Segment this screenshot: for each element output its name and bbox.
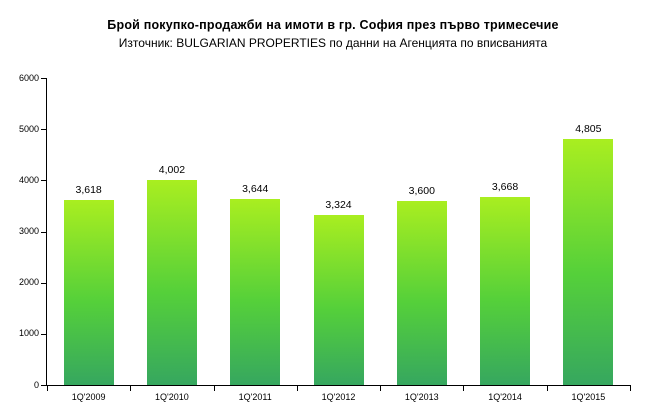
x-axis-category-label: 1Q'2009 bbox=[71, 392, 106, 402]
x-axis-tick bbox=[296, 385, 298, 391]
plot-area: 0 1000 2000 3000 4000 5000 6000 3,618 1Q'2009 4,0… bbox=[19, 73, 631, 402]
y-axis-tick bbox=[41, 333, 47, 335]
x-axis-category-label: 1Q'2015 bbox=[571, 392, 606, 402]
x-axis-category-label: 1Q'2010 bbox=[155, 392, 189, 402]
x-axis-tick bbox=[47, 385, 48, 391]
y-axis-tick bbox=[41, 282, 47, 284]
bar bbox=[146, 180, 197, 385]
bar-value-label: 3,324 bbox=[325, 198, 352, 211]
bar-value-label: 3,600 bbox=[408, 184, 435, 197]
chart-title: Брой покупко-продажби на имоти в гр. Соф… bbox=[107, 18, 559, 32]
x-axis-tick bbox=[463, 385, 465, 391]
x-axis-tick bbox=[213, 385, 215, 391]
chart-subtitle: Източник: BULGARIAN PROPERTIES по данни … bbox=[118, 36, 548, 50]
x-axis-tick bbox=[630, 385, 631, 391]
x-axis-category-label: 1Q'2013 bbox=[404, 392, 439, 402]
y-axis-tick bbox=[41, 129, 47, 131]
bar-value-label: 3,644 bbox=[242, 182, 269, 195]
x-axis-tick bbox=[130, 385, 132, 391]
bar bbox=[396, 200, 447, 385]
x-axis-category-label: 1Q'2012 bbox=[321, 392, 356, 402]
y-axis-tick-label: 4000 bbox=[18, 174, 39, 185]
bar bbox=[563, 139, 614, 385]
bar bbox=[480, 197, 531, 385]
bar-value-label: 4,805 bbox=[575, 123, 602, 136]
bar bbox=[313, 214, 364, 385]
x-axis-tick bbox=[380, 385, 382, 391]
x-axis-category-label: 1Q'2011 bbox=[238, 392, 272, 402]
bar-value-label: 4,002 bbox=[158, 164, 186, 177]
y-axis-tick-label: 2000 bbox=[18, 277, 39, 288]
y-axis-tick-label: 1000 bbox=[18, 328, 39, 339]
y-axis-tick bbox=[41, 231, 47, 233]
y-axis-tick-label: 6000 bbox=[18, 72, 39, 83]
y-axis-tick-label: 5000 bbox=[18, 123, 39, 134]
bar-value-label: 3,668 bbox=[491, 181, 519, 194]
y-axis-tick-label: 0 bbox=[33, 379, 39, 390]
x-axis-tick bbox=[546, 385, 548, 391]
bar-value-label: 3,618 bbox=[75, 183, 102, 196]
y-axis-tick bbox=[41, 180, 47, 182]
y-axis-tick bbox=[41, 78, 47, 79]
y-axis-tick bbox=[41, 385, 47, 386]
x-axis-category-label: 1Q'2014 bbox=[488, 392, 522, 402]
y-axis-tick-label: 3000 bbox=[18, 226, 39, 236]
bar bbox=[63, 199, 114, 385]
bar bbox=[230, 198, 281, 385]
